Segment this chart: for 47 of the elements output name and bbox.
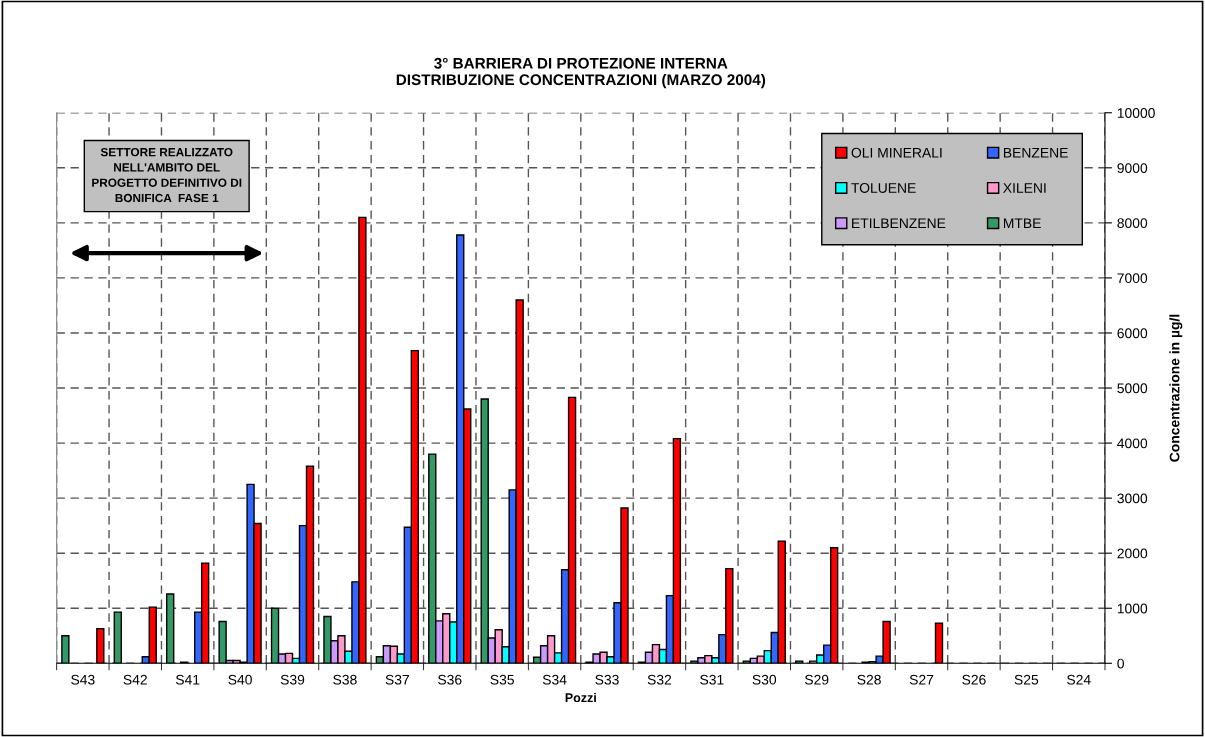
y-tick-label: 2000 xyxy=(1117,548,1148,559)
bar xyxy=(166,593,175,664)
y-tick-label: 1000 xyxy=(1117,603,1148,614)
y-tick-label: 3000 xyxy=(1117,493,1148,504)
legend-label: OLI MINERALI xyxy=(851,147,942,158)
y-tick-label: 9000 xyxy=(1117,163,1148,173)
x-tick-label: S32 xyxy=(647,674,672,685)
x-tick-label: S33 xyxy=(595,674,619,685)
bar xyxy=(61,635,70,664)
y-tick-label: 4000 xyxy=(1117,438,1148,449)
legend-label: XILENI xyxy=(1003,183,1046,193)
x-tick-label: S25 xyxy=(1014,674,1039,685)
y-tick-label: 5000 xyxy=(1117,383,1148,394)
y-tick-label: 8000 xyxy=(1117,218,1148,229)
x-tick-label: S41 xyxy=(175,674,200,685)
x-tick-label: S35 xyxy=(490,674,514,685)
x-tick-label: S29 xyxy=(804,674,829,685)
x-tick-label: S40 xyxy=(228,674,252,685)
legend-label: BENZENE xyxy=(1003,147,1068,158)
x-tick-label: S31 xyxy=(700,674,724,685)
y-axis-title: Concentrazione in µg/l xyxy=(1169,314,1183,462)
x-tick-label: S43 xyxy=(71,674,95,685)
x-tick-label: S34 xyxy=(542,674,567,685)
legend-label: ETILBENZENE xyxy=(852,218,946,228)
legend-label: MTBE xyxy=(1003,218,1041,228)
x-tick-label: S38 xyxy=(333,674,357,685)
y-tick-label: 7000 xyxy=(1117,273,1148,284)
x-tick-label: S37 xyxy=(385,674,410,685)
x-tick-label: S36 xyxy=(438,674,462,685)
x-tick-label: S30 xyxy=(752,674,777,685)
x-axis-title: Pozzi xyxy=(565,692,596,703)
bar xyxy=(113,611,122,664)
bar xyxy=(96,627,105,664)
x-tick-label: S27 xyxy=(909,674,934,685)
y-tick-label: 10000 xyxy=(1117,108,1155,118)
bar xyxy=(795,660,804,664)
y-tick-label: 6000 xyxy=(1117,328,1148,339)
bar xyxy=(934,622,944,664)
x-tick-label: S24 xyxy=(1067,674,1091,685)
x-tick-label: S39 xyxy=(280,674,305,685)
chart-title: 3° BARRIERA DI PROTEZIONE INTERNA DISTRIBUZIONE CONCENTRAZIONI (MARZO 2004) xyxy=(396,57,766,89)
x-tick-label: S26 xyxy=(962,674,986,685)
legend-label: TOLUENE xyxy=(851,183,916,193)
x-tick-label: S28 xyxy=(857,674,881,685)
x-tick-label: S42 xyxy=(123,674,147,685)
y-tick-label: 0 xyxy=(1117,658,1124,669)
annotation: SETTORE REALIZZATO NELL'AMBITO DEL PROGETTO DEFINITIVO DI BONIFICA FASE 1 xyxy=(92,147,242,203)
